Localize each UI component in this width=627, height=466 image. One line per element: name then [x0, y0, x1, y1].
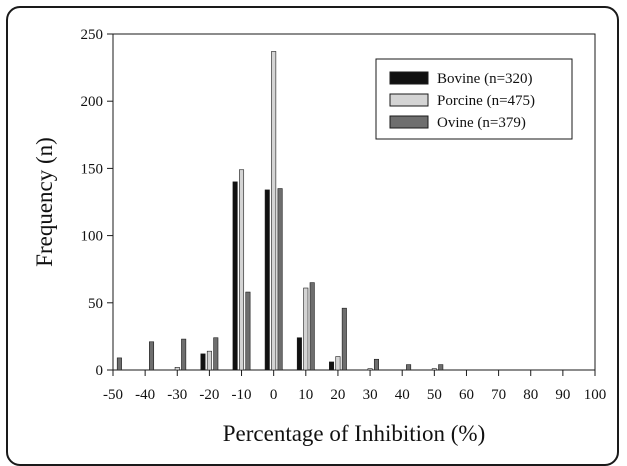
legend-swatch-porcine	[389, 93, 429, 107]
bar-bovine--10	[232, 181, 238, 371]
bar-bovine-20	[329, 361, 335, 371]
x-tick-label: -50	[103, 387, 123, 403]
x-tick-label: -30	[167, 387, 187, 403]
x-tick-label: 100	[584, 387, 607, 403]
bar-ovine-0	[277, 188, 283, 371]
y-tick-label: 250	[81, 27, 104, 43]
x-axis-ticks: -50 -40 -30 -20 -10 0 10 20 30 40 50 60 70 80 90 100	[103, 370, 606, 403]
x-axis-title: Percentage of Inhibition (%)	[223, 421, 486, 446]
y-tick-label: 0	[96, 363, 104, 379]
bar-ovine-50	[438, 364, 444, 371]
bars-group	[116, 51, 444, 371]
x-tick-label: 40	[395, 387, 410, 403]
bar-porcine--10	[239, 169, 245, 371]
legend-swatch-bovine	[389, 71, 429, 85]
bar-bovine--20	[200, 353, 206, 371]
bar-ovine--50	[116, 357, 122, 371]
y-axis-title: Frequency (n)	[32, 137, 57, 267]
legend-label-bovine: Bovine (n=320)	[437, 71, 533, 87]
y-tick-label: 100	[81, 229, 104, 245]
y-tick-label: 150	[81, 161, 104, 177]
bar-porcine-50	[431, 368, 437, 371]
bar-ovine--10	[245, 291, 251, 371]
bar-ovine--30	[181, 338, 187, 371]
histogram-chart: 0 50 100 150 200 250 -50 -40 -30 -20 -10 0 10 20 30 40…	[32, 27, 606, 446]
x-tick-label: 30	[363, 387, 378, 403]
x-tick-label: -20	[199, 387, 219, 403]
bar-ovine--20	[213, 337, 219, 371]
legend-swatch-ovine	[389, 115, 429, 129]
y-tick-label: 50	[88, 296, 103, 312]
bar-porcine--20	[206, 350, 212, 371]
bar-ovine-30	[373, 358, 379, 371]
y-axis-ticks: 0 50 100 150 200 250	[81, 27, 113, 379]
x-tick-label: 90	[555, 387, 570, 403]
x-tick-label: 70	[491, 387, 506, 403]
bar-porcine-30	[367, 368, 373, 371]
legend: Bovine (n=320) Porcine (n=475) Ovine (n=…	[375, 58, 573, 140]
plot-area	[112, 33, 596, 371]
x-tick-label: 50	[427, 387, 442, 403]
bar-ovine-20	[341, 307, 347, 371]
legend-label-porcine: Porcine (n=475)	[437, 93, 535, 109]
bar-porcine-20	[335, 356, 341, 371]
bar-ovine-40	[406, 364, 412, 371]
bar-porcine-10	[303, 287, 309, 371]
bar-ovine--40	[149, 341, 155, 371]
x-tick-label: 20	[330, 387, 345, 403]
legend-label-ovine: Ovine (n=379)	[437, 115, 526, 131]
bar-bovine-0	[264, 189, 270, 371]
x-tick-label: 80	[523, 387, 538, 403]
bar-bovine-10	[296, 337, 302, 371]
bar-porcine--30	[174, 367, 180, 371]
x-tick-label: 0	[270, 387, 278, 403]
x-tick-label: -40	[135, 387, 155, 403]
x-tick-label: -10	[232, 387, 252, 403]
y-tick-label: 200	[81, 94, 104, 110]
x-tick-label: 60	[459, 387, 474, 403]
bar-porcine-0	[271, 51, 277, 371]
bar-ovine-10	[309, 282, 315, 371]
x-tick-label: 10	[298, 387, 313, 403]
